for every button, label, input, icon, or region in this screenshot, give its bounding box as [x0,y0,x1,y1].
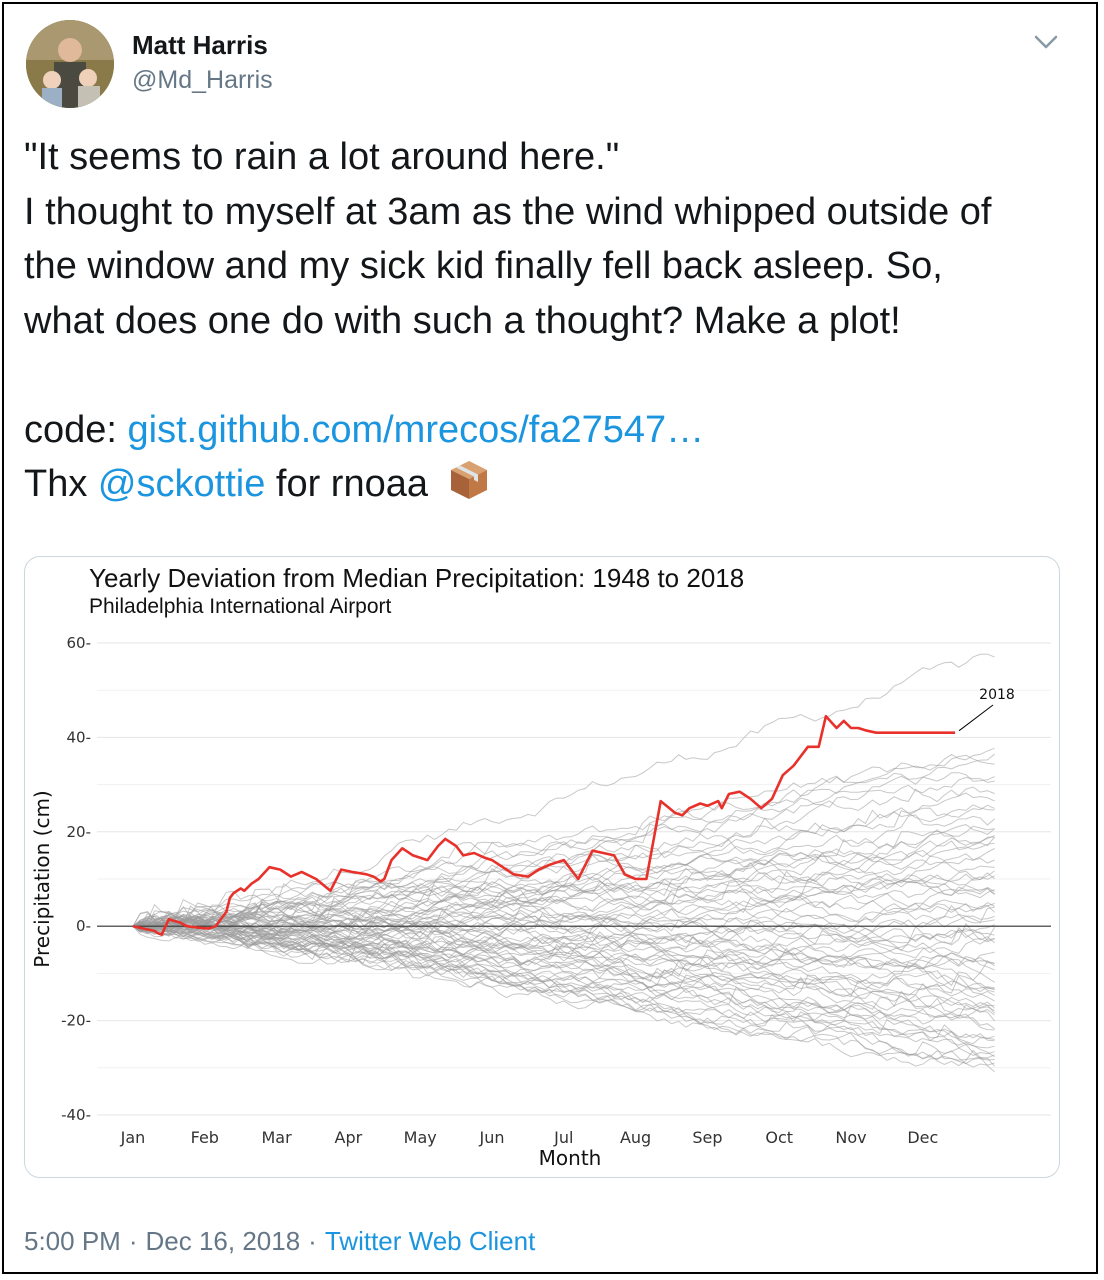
author-handle[interactable]: @Md_Harris [132,66,273,94]
tweet-footer: 5:00 PM · Dec 16, 2018 · Twitter Web Client [24,1226,535,1257]
series-line [132,872,995,930]
x-tick-label: Sep [692,1128,722,1147]
client-link[interactable]: Twitter Web Client [324,1226,536,1256]
x-tick-label: Oct [765,1128,793,1147]
annotation-label: 2018 [979,687,1015,703]
x-tick-label: Jun [479,1128,505,1147]
series-line [132,887,995,934]
series-line [132,913,995,1042]
code-line: code: gist.github.com/mrecos/fa27547… [24,403,1084,458]
highlight-series-2018 [132,714,956,936]
y-tick-label: -40- [61,1106,91,1124]
x-tick-label: Aug [620,1128,651,1147]
series-line [132,776,995,927]
package-icon [447,458,491,518]
y-tick-label: 40- [67,728,92,746]
series-line [132,772,995,927]
tweet-date[interactable]: Dec 16, 2018 [145,1226,301,1256]
series-line [132,848,995,931]
blank-line [24,348,1084,403]
series-line [132,925,995,993]
series-line [132,922,995,971]
author-name[interactable]: Matt Harris [132,30,268,60]
series-line [132,907,995,993]
tweet-line: what does one do with such a thought? Ma… [24,299,901,342]
tweet-time[interactable]: 5:00 PM [24,1226,121,1256]
tweet-text: "It seems to rain a lot around here." I … [24,130,1084,512]
thanks-suffix: for rnoaa [275,463,428,505]
code-prefix: code: [24,408,117,451]
x-tick-label: May [404,1128,437,1147]
series-line [132,885,995,933]
series-line [132,902,995,930]
chart-card[interactable]: Yearly Deviation from Median Precipitati… [24,556,1060,1178]
series-line [132,897,995,931]
y-tick-label: 20- [67,823,92,841]
series-line [132,915,995,1059]
x-tick-label: Dec [907,1128,938,1147]
mention-link[interactable]: @sckottie [97,463,266,505]
series-line [132,653,995,927]
chevron-down-icon[interactable] [1032,28,1060,56]
chart-title: Yearly Deviation from Median Precipitati… [89,563,745,593]
y-axis-label: Precipitation (cm) [30,790,54,967]
x-tick-label: Jul [553,1128,573,1147]
series-line [132,924,995,1065]
chart-subtitle: Philadelphia International Airport [89,595,392,618]
gist-link[interactable]: gist.github.com/mrecos/fa27547… [127,408,705,451]
x-axis-label: Month [539,1146,602,1170]
annotation-leader [958,704,994,732]
series-line [133,920,995,1061]
y-tick-label: 60- [67,634,92,652]
thanks-prefix: Thx [24,463,88,505]
series-line [132,824,995,931]
y-tick-label: 0- [76,917,91,935]
x-tick-label: Feb [191,1128,219,1147]
series-line [132,804,995,931]
series-line [132,754,995,934]
tweet-line: I thought to myself at 3am as the wind w… [24,190,992,233]
y-tick-label: -20- [61,1012,91,1030]
series-line [132,923,995,1067]
series-line [132,921,995,1045]
x-tick-label: Nov [835,1128,866,1147]
precipitation-chart: 60- 40- 20- 0- -20- -40- Jan Feb Mar Apr May Jun Jul… [30,634,1051,1170]
separator: · [128,1226,138,1256]
thanks-line: Thx @sckottie for rnoaa [24,457,1084,512]
x-tick-label: Jan [120,1128,146,1147]
tweet-line: "It seems to rain a lot around here." [24,136,620,178]
series-line [132,916,995,1073]
series-line [132,920,995,1058]
series-line [132,919,995,1031]
x-tick-label: Apr [335,1128,363,1147]
series-line [132,825,995,932]
x-tick-label: Mar [262,1128,293,1147]
series-line [132,915,995,1019]
separator: · [308,1226,317,1256]
tweet-line: the window and my sick kid finally fell … [24,245,943,287]
series-line [132,919,995,983]
series-line [132,753,995,927]
series-line [132,925,995,1049]
series-line [132,830,995,928]
avatar[interactable] [26,20,114,108]
